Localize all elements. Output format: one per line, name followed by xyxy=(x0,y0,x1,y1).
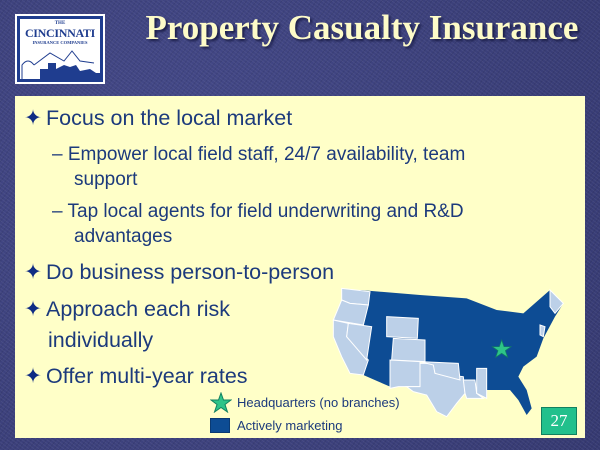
sub-bullet-1: – Empower local field staff, 24/7 availa… xyxy=(52,142,465,192)
bullet-star-icon: ✦ xyxy=(24,364,43,388)
us-map xyxy=(332,287,565,418)
bullet-text: Offer multi-year rates xyxy=(46,364,248,388)
logo-line3: INSURANCE COMPANIES xyxy=(32,40,88,45)
bullet-2: ✦ Do business person-to-person xyxy=(24,260,334,285)
bullet-text: Approach each risk xyxy=(46,297,231,321)
page-number: 27 xyxy=(541,407,577,435)
sub-text: Tap local agents for field underwriting … xyxy=(67,201,464,222)
sub-bullet-2: – Tap local agents for field underwritin… xyxy=(52,199,464,249)
sub-text: Empower local field staff, 24/7 availabi… xyxy=(67,144,466,165)
bullet-3: ✦ Approach each risk xyxy=(24,297,230,322)
sub-text: support xyxy=(74,169,138,190)
bullet-4: ✦ Offer multi-year rates xyxy=(24,364,248,389)
bullet-text: Do business person-to-person xyxy=(46,260,335,284)
dash-icon: – xyxy=(52,144,63,165)
bullet-star-icon: ✦ xyxy=(24,106,43,130)
skyline-icon xyxy=(21,50,100,79)
logo-line2: CINCINNATI xyxy=(24,26,96,40)
bullet-text: Focus on the local market xyxy=(46,106,293,130)
legend-active: Actively marketing xyxy=(237,418,343,433)
slide-title: Property Casualty Insurance xyxy=(145,8,579,47)
inactive-states xyxy=(332,287,565,418)
bullet-3-cont: individually xyxy=(48,328,154,352)
dash-icon: – xyxy=(52,201,63,222)
legend-headquarters: Headquarters (no branches) xyxy=(237,395,400,410)
cincinnati-logo: THE CINCINNATI INSURANCE COMPANIES xyxy=(15,14,105,84)
logo-line1: THE xyxy=(54,21,66,26)
legend-active-swatch xyxy=(210,418,230,433)
bullet-star-icon: ✦ xyxy=(24,260,43,284)
legend-star-icon xyxy=(210,392,232,413)
bullet-1: ✦ Focus on the local market xyxy=(24,106,292,131)
bullet-star-icon: ✦ xyxy=(24,297,43,321)
sub-text: advantages xyxy=(74,226,173,247)
headquarters-star-icon xyxy=(491,338,513,359)
